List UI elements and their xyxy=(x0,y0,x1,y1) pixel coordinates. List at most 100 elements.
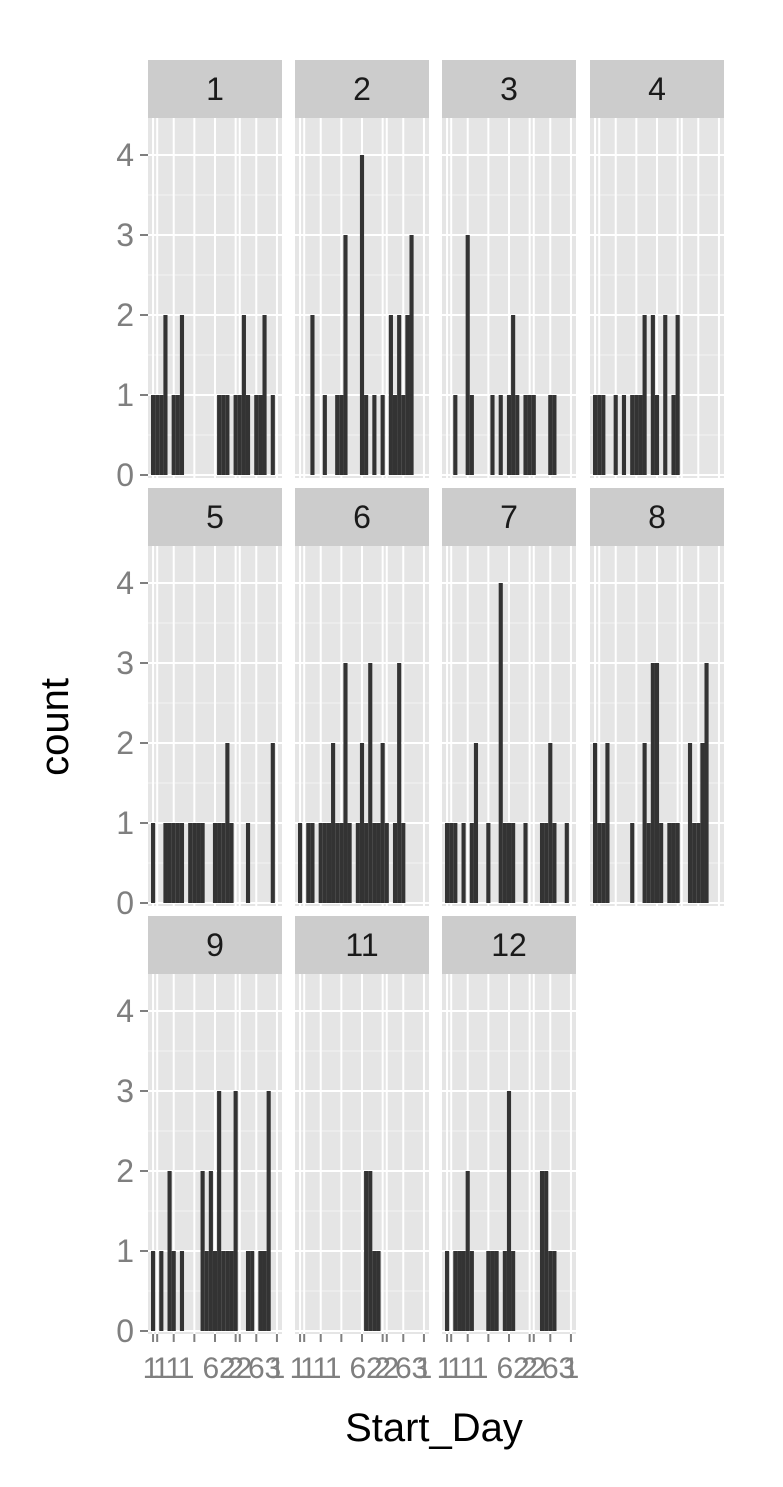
bar xyxy=(217,395,222,475)
bar xyxy=(175,823,180,903)
y-tick-label: 2 xyxy=(116,297,134,333)
bar xyxy=(593,395,598,475)
bar xyxy=(405,315,410,475)
y-tick-label: 0 xyxy=(116,457,134,493)
bar xyxy=(237,395,242,475)
bar xyxy=(486,823,491,903)
bar xyxy=(704,663,709,903)
facet-strip-label: 2 xyxy=(353,71,371,107)
x-tick-label: 2 xyxy=(236,1352,253,1385)
facet-strip xyxy=(295,916,429,974)
y-tick-label: 3 xyxy=(116,1073,134,1109)
x-tick-label: 1 xyxy=(165,1352,182,1385)
bar xyxy=(650,315,655,475)
bar xyxy=(465,235,470,475)
x-tick-label: 1 xyxy=(325,1352,342,1385)
bar xyxy=(392,395,398,475)
bar xyxy=(544,823,549,903)
bar xyxy=(200,823,205,903)
bar xyxy=(368,1171,373,1331)
bar xyxy=(372,395,377,475)
bar xyxy=(310,315,315,475)
bar xyxy=(531,395,536,475)
facet-panel-8: 8 xyxy=(590,488,724,906)
facet-strip-label: 1 xyxy=(206,71,224,107)
x-tick-label: 2 xyxy=(521,1352,538,1385)
y-tick-label: 1 xyxy=(116,377,134,413)
facet-panel-9: 9 xyxy=(148,916,282,1334)
facet-strip xyxy=(295,60,429,118)
x-tick-label: 2 xyxy=(219,1352,236,1385)
bar xyxy=(490,1251,495,1331)
bar xyxy=(376,1251,381,1331)
y-tick-label: 2 xyxy=(116,1153,134,1189)
bar xyxy=(646,823,651,903)
bar xyxy=(634,395,639,475)
bar xyxy=(221,1251,226,1331)
bar xyxy=(258,1251,263,1331)
y-tick-label: 0 xyxy=(116,1313,134,1349)
bar xyxy=(597,395,602,475)
bar xyxy=(163,823,168,903)
bar xyxy=(539,1171,545,1331)
x-tick-label: 3 xyxy=(558,1352,575,1385)
facet-strip-label: 12 xyxy=(491,927,527,963)
bar xyxy=(270,395,275,475)
bar xyxy=(179,315,185,475)
facet-strip-label: 4 xyxy=(648,71,666,107)
x-tick-label: 6 xyxy=(542,1352,559,1385)
bar xyxy=(364,395,369,475)
facet-strip-label: 9 xyxy=(206,927,224,963)
bar xyxy=(262,1251,267,1331)
x-tick-label: 2 xyxy=(513,1352,530,1385)
bar xyxy=(388,315,393,475)
bar xyxy=(359,743,365,903)
bar xyxy=(506,1091,512,1331)
bar xyxy=(696,823,701,903)
y-tick-label: 4 xyxy=(116,137,134,173)
bar xyxy=(200,1171,205,1331)
facet-panel-5: 5 xyxy=(148,488,282,906)
x-tick-label: 6 xyxy=(497,1352,514,1385)
bar xyxy=(453,395,458,475)
bar xyxy=(552,823,557,903)
bar xyxy=(229,1251,234,1331)
bar xyxy=(675,315,680,475)
bar xyxy=(151,823,156,903)
bar xyxy=(270,743,275,903)
bar xyxy=(453,823,458,903)
x-tick-label: 3 xyxy=(264,1352,281,1385)
bar xyxy=(318,823,323,903)
bar xyxy=(445,1251,450,1331)
bar xyxy=(593,743,598,903)
x-tick-label: 6 xyxy=(395,1352,412,1385)
y-axis-title: count xyxy=(33,678,77,776)
bar xyxy=(151,1251,156,1331)
y-tick-label: 4 xyxy=(116,565,134,601)
bar xyxy=(401,823,406,903)
bar xyxy=(449,823,454,903)
bar xyxy=(343,235,348,475)
bar xyxy=(175,395,180,475)
bar xyxy=(250,1251,255,1331)
facet-panel-6: 6 xyxy=(295,488,429,906)
bar xyxy=(217,1091,222,1331)
facet-panel-12: 12 xyxy=(442,916,576,1334)
bar xyxy=(671,823,676,903)
bar xyxy=(638,395,643,475)
bar xyxy=(527,395,532,475)
x-tick-label: 2 xyxy=(530,1352,547,1385)
bar xyxy=(233,1091,238,1331)
facet-strip xyxy=(442,488,576,546)
bar xyxy=(461,1251,466,1331)
bar xyxy=(245,395,251,475)
bar xyxy=(364,823,369,903)
bar xyxy=(515,395,520,475)
bar xyxy=(605,743,610,903)
bar xyxy=(233,395,238,475)
facet-strip-label: 7 xyxy=(500,499,518,535)
x-tick-label: 2 xyxy=(383,1352,400,1385)
x-tick-label: 3 xyxy=(411,1352,428,1385)
y-tick-label: 0 xyxy=(116,885,134,921)
